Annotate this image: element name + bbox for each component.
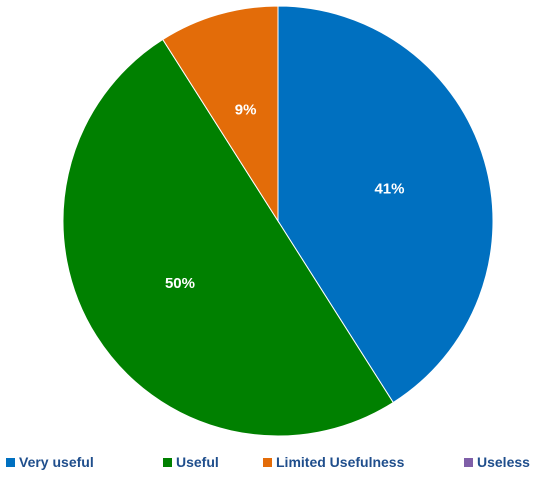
legend-swatch-very-useful	[6, 458, 15, 467]
legend-label-limited-usefulness: Limited Usefulness	[276, 454, 405, 470]
legend-item-useful: Useful	[163, 454, 219, 470]
slice-label-very-useful: 41%	[374, 181, 404, 198]
legend-swatch-useful	[163, 458, 172, 467]
legend-label-useless: Useless	[477, 454, 530, 470]
legend-swatch-limited-usefulness	[263, 458, 272, 467]
pie-slice-limited-usefulness	[162, 5, 279, 223]
legend-label-useful: Useful	[176, 454, 219, 470]
pie-slice-useful	[62, 38, 394, 437]
pie-slice-labels: 41% 50% 9%	[165, 102, 405, 293]
legend-item-useless: Useless	[464, 454, 530, 470]
legend-item-very-useful: Very useful	[6, 454, 94, 470]
legend: Very useful Useful Limited Usefulness Usele…	[6, 454, 530, 470]
pie-slices	[62, 5, 494, 437]
legend-swatch-useless	[464, 458, 473, 467]
slice-label-useful: 50%	[165, 275, 195, 292]
legend-item-limited-usefulness: Limited Usefulness	[263, 454, 405, 470]
pie-slice-very-useful	[277, 5, 494, 404]
legend-label-very-useful: Very useful	[19, 454, 94, 470]
slice-label-limited-usefulness: 9%	[235, 102, 257, 119]
